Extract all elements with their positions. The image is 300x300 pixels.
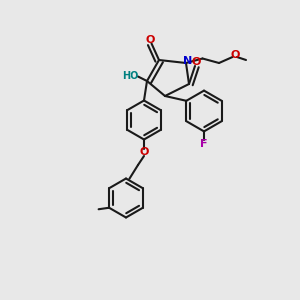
Text: N: N [183, 56, 192, 67]
Text: F: F [200, 139, 208, 149]
Text: O: O [192, 57, 201, 68]
Text: O: O [139, 147, 149, 157]
Text: O: O [145, 35, 155, 45]
Text: O: O [230, 50, 240, 61]
Text: HO: HO [122, 70, 138, 81]
